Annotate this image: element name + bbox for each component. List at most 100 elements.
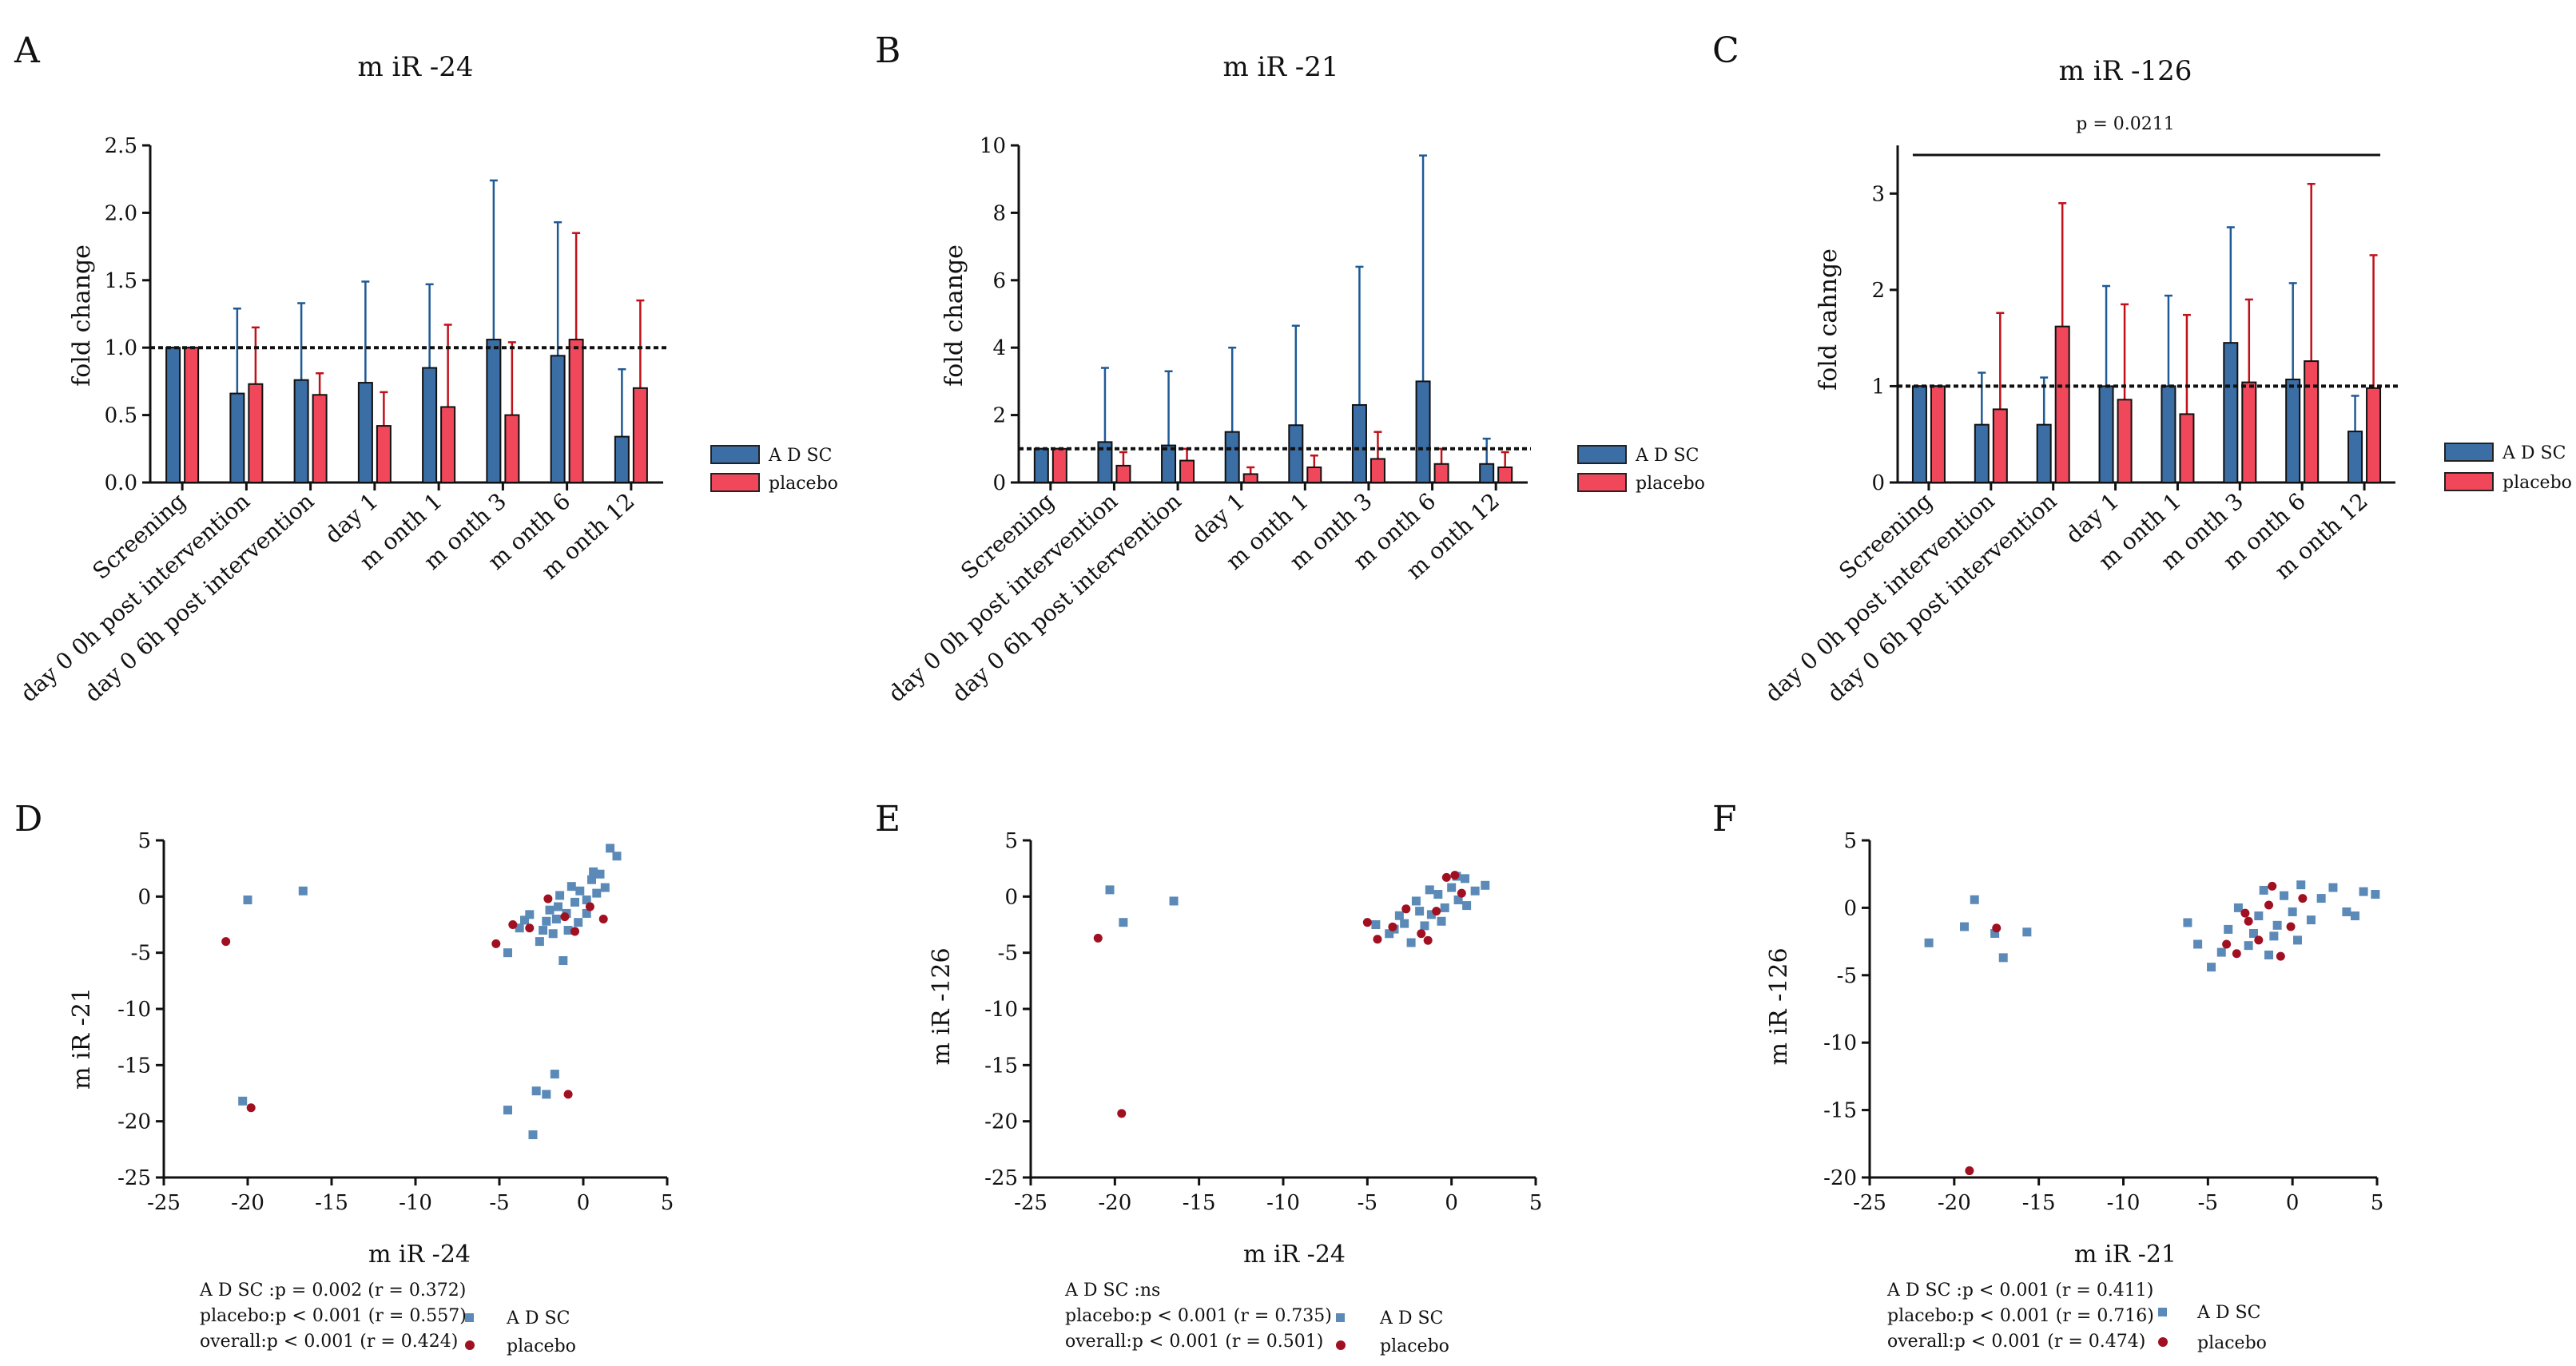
bar [2098,385,2114,483]
scatter-point-adsc [2224,924,2233,934]
scatter-point-adsc [1385,929,1394,939]
scatter-point-adsc [2293,935,2303,945]
scatter-point-adsc [606,844,615,853]
bar [248,383,264,483]
bar [2223,342,2239,483]
bar [2366,387,2382,483]
scatter-point-adsc [542,1090,551,1099]
y-tick-label: 2.0 [105,201,137,225]
scatter-point-adsc [570,897,579,907]
panel-f-y-label: m iR -126 [1765,947,1793,1065]
scatter-point-placebo [2268,881,2277,891]
y-tick-label: -20 [1823,1166,1857,1190]
y-tick-label: -5 [131,942,151,966]
bar [184,347,200,484]
bar [1369,458,1385,484]
scatter-point-placebo [2222,939,2232,949]
panel-e-axes: -25 -20 -15 -10 -5 0 5 5 0 -5 -10 -15 -20 -25 [984,829,1542,1215]
bar [2161,385,2176,483]
scatter-point-placebo [1388,922,1397,931]
panel-f-stat-overall: overall:p < 0.001 (r = 0.474) [1887,1332,2145,1352]
y-tick-label: -20 [117,1110,151,1134]
panel-a-y-label: fold change [68,244,96,387]
panel-e-legend: A D SC placebo [1336,1308,1449,1356]
panel-d-y-label: m iR -21 [68,987,96,1090]
panel-e-stat-overall: overall:p < 0.001 (r = 0.501) [1065,1332,1323,1352]
bar [2285,378,2301,484]
scatter-point-adsc [1394,911,1404,920]
scatter-point-adsc [1970,895,1979,904]
scatter-point-adsc [1960,922,1970,931]
scatter-point-adsc [555,891,565,900]
scatter-point-adsc [1470,886,1480,895]
legend-swatch-adsc [2444,443,2494,462]
x-tick-label: -15 [1183,1191,1216,1215]
y-tick-label: 0 [1843,896,1857,920]
scatter-point-placebo [1373,935,1382,944]
x-tick-label: -15 [315,1191,348,1215]
scatter-point-placebo [1093,933,1103,943]
scatter-point-adsc [1169,896,1179,906]
y-tick-label: 6 [992,269,1006,293]
scatter-point-adsc [1426,910,1436,919]
panel-c: C m iR -126 fold cahnge 0123Screeningday… [1712,30,2572,707]
bar [1242,473,1258,484]
scatter-point-placebo [2286,922,2296,931]
panel-e: E m iR -24 m iR -126 -25 -20 -15 -10 -5 0 550-… [875,799,1542,1356]
y-tick-label: 3 [1871,182,1885,206]
scatter-point-placebo [2264,900,2274,910]
y-tick-label: 2.5 [105,134,137,158]
x-tick-label: day 0 0h post intervention [15,488,255,708]
panel-d-x-label: m iR -24 [368,1241,471,1269]
scatter-point-adsc [595,869,605,879]
legend-label-adsc: A D SC [2196,1303,2260,1323]
x-tick-label: -25 [1014,1191,1047,1215]
scatter-point-placebo [598,914,608,923]
bar [1992,408,2008,484]
panel-f-stat-placebo: placebo:p < 0.001 (r = 0.716) [1887,1306,2154,1326]
legend-label-adsc: A D SC [1379,1308,1443,1328]
scatter-point-placebo [508,920,518,929]
scatter-point-adsc [2359,887,2368,896]
y-tick-label: 0 [137,885,151,909]
scatter-point-placebo [2244,916,2253,926]
scatter-point-adsc [548,929,558,939]
y-tick-label: 2 [992,404,1006,428]
panel-e-x-label: m iR -24 [1243,1241,1346,1269]
scatter-point-adsc [298,886,308,895]
scatter-point-placebo [221,937,231,947]
legend-label-adsc: A D SC [506,1308,570,1328]
bar [422,367,438,483]
x-tick-label: 5 [2371,1191,2384,1215]
legend-label-placebo: placebo [1636,474,1705,494]
x-tick-label: 0 [2286,1191,2300,1215]
y-tick-label: 1 [1871,375,1885,399]
scatter-point-adsc [2316,894,2326,903]
scatter-point-adsc [550,1070,559,1079]
x-tick-label: -10 [2107,1191,2141,1215]
x-tick-label: -5 [1358,1191,1377,1215]
scatter-point-adsc [1990,928,2000,938]
scatter-point-adsc [551,914,561,923]
y-tick-label: -20 [984,1110,1018,1134]
legend-swatch-placebo [710,473,760,492]
scatter-point-placebo [2298,894,2308,903]
scatter-point-placebo [1432,907,1441,916]
y-tick-label: 1.5 [105,269,137,293]
legend-swatch-placebo [1577,473,1627,492]
bar [1415,380,1431,483]
panel-letter-c: C [1712,30,1739,71]
bar [1433,463,1449,483]
scatter-point-adsc [1447,883,1457,892]
scatter-point-adsc [1440,903,1449,912]
y-tick-label: 8 [992,201,1006,225]
y-tick-label: 5 [137,829,151,853]
scatter-point-placebo [543,894,553,903]
panel-e-stat-adsc: A D SC :ns [1064,1281,1160,1300]
scatter-point-adsc [612,852,622,861]
legend-label-placebo: placebo [507,1336,576,1356]
y-tick-label: 1.0 [105,336,137,360]
panel-c-y-label: fold cahnge [1815,248,1843,391]
